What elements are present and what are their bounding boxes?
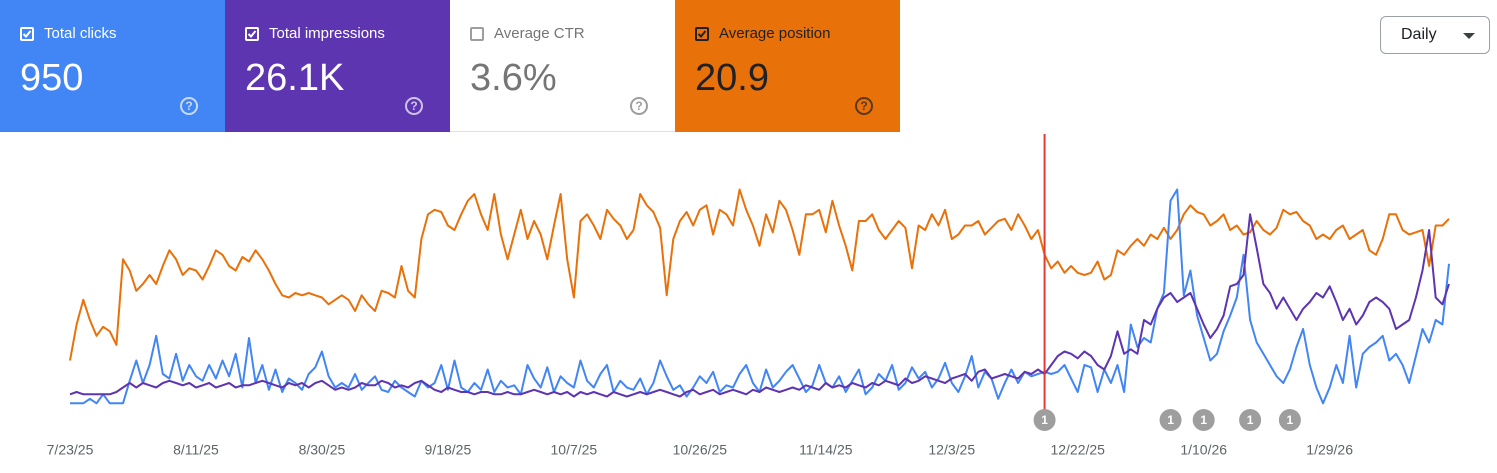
x-tick-label: 1/29/26 [1306,442,1353,458]
x-tick-label: 12/22/25 [1050,442,1105,458]
x-tick-label: 10/26/25 [673,442,728,458]
dropdown-arrow [1463,33,1475,39]
x-tick-label: 8/11/25 [173,442,219,458]
annotation-marker [1192,409,1215,431]
annotation-label: 1 [1041,413,1048,427]
annotation-marker [1159,409,1182,431]
help-icon[interactable]: ? [630,97,648,115]
metric-label: Average CTR [494,25,585,42]
dropdown-label: Daily [1401,26,1437,43]
annotation-label: 1 [1247,413,1254,427]
help-icon[interactable]: ? [180,97,198,115]
annotation-marker [1033,409,1056,431]
annotation-marker [1239,409,1262,431]
metric-value: 20.9 [695,57,769,99]
metric-card[interactable]: Average position 20.9? [675,0,900,132]
x-tick-label: 9/18/25 [425,442,472,458]
x-tick-label: 7/23/25 [47,442,94,458]
checkmark [697,30,707,38]
metric-value: 950 [20,57,84,99]
annotation-label: 1 [1200,413,1207,427]
metric-value: 3.6% [470,57,557,99]
help-icon[interactable]: ? [855,97,873,115]
checkbox[interactable] [695,27,709,41]
metric-card[interactable]: Total clicks 950? [0,0,225,132]
annotation-label: 1 [1167,413,1174,427]
annotation-label: 1 [1287,413,1294,427]
help-icon[interactable]: ? [405,97,423,115]
checkbox[interactable] [470,27,484,41]
x-tick-label: 12/3/25 [928,442,975,458]
x-tick-label: 10/7/25 [551,442,598,458]
x-tick-label: 8/30/25 [299,442,346,458]
series-line [69,213,1450,398]
checkbox[interactable] [245,27,259,41]
x-tick-label: 1/10/26 [1180,442,1227,458]
metric-label: Total clicks [44,25,117,42]
metric-card[interactable]: Average CTR 3.6%? [450,0,675,132]
checkmark [22,30,32,38]
checkmark [247,30,257,38]
metric-label: Total impressions [269,25,385,42]
metric-value: 26.1K [245,57,345,99]
metric-card[interactable]: Total impressions 26.1K? [225,0,450,132]
checkbox[interactable] [20,27,34,41]
annotation-marker [1278,409,1301,431]
series-line [70,188,1450,405]
series-line [69,188,1450,361]
metric-label: Average position [719,25,831,42]
granularity-dropdown[interactable]: Daily [1380,16,1490,54]
x-tick-label: 11/14/25 [799,442,853,458]
